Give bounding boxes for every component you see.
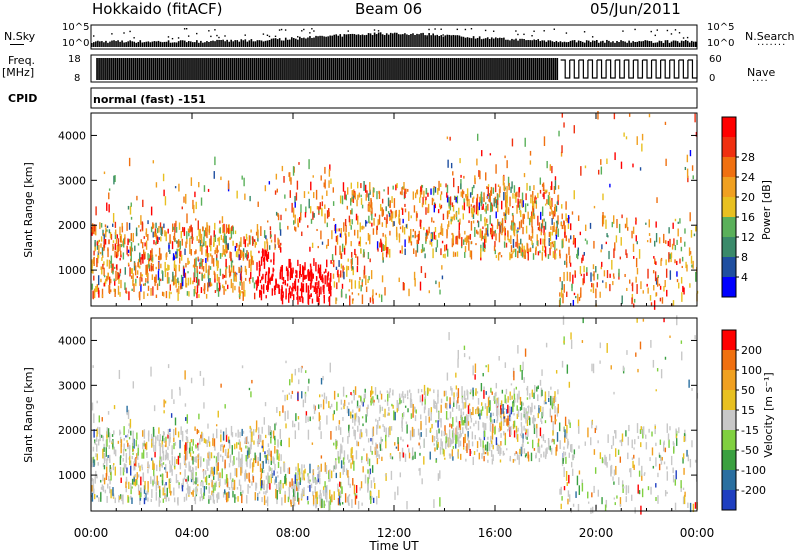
colorbar-tick-label: 100 xyxy=(741,364,762,377)
freq-label: Freq. xyxy=(8,54,36,67)
power-panel: 1000 2000 3000 4000 xyxy=(58,110,699,310)
ytick-label: 4000 xyxy=(58,334,86,347)
time-axis-label: Time UT xyxy=(368,539,419,553)
colorbar-tick-label: -15 xyxy=(741,424,759,437)
power-colorbar: 4 8 12 16 20 24 28 xyxy=(721,116,755,298)
colorbar-tick-label: 24 xyxy=(741,171,755,184)
ytick-label: 2000 xyxy=(58,219,86,232)
colorbar-tick-label: 15 xyxy=(741,404,755,417)
nsearch-legend-dots: ······· xyxy=(757,40,787,51)
freq-unit-label: [MHz] xyxy=(2,66,35,79)
nave-tick-bottom: 0 xyxy=(709,73,716,84)
noise-strip xyxy=(90,24,698,50)
nsearch-label: N.Search xyxy=(745,30,795,43)
freq-tick-top: 18 xyxy=(68,54,81,65)
velocity-colorbar-label: Velocity [m s⁻¹] xyxy=(762,372,775,457)
colorbar-tick-label: -50 xyxy=(741,444,759,457)
nave-legend-dots: ···· xyxy=(752,76,769,87)
colorbar-tick-label: 12 xyxy=(741,231,755,244)
power-ylabel: Slant Range [km] xyxy=(22,162,35,258)
noise-left-tick-top: 10^5 xyxy=(62,22,90,33)
colorbar-tick-label: 28 xyxy=(741,151,755,164)
colorbar-tick-label: 8 xyxy=(741,251,748,264)
noise-right-tick-bottom: 10^0 xyxy=(707,38,735,49)
time-axis: 00:00 04:00 08:00 12:00 16:00 20:00 00:00 xyxy=(74,113,715,540)
nave-tick-top: 60 xyxy=(709,54,722,65)
xtick-label: 08:00 xyxy=(276,526,311,540)
colorbar-tick-label: 20 xyxy=(741,191,755,204)
velocity-panel: 1000 2000 3000 4000 xyxy=(58,315,699,515)
colorbar-tick-label: 200 xyxy=(741,344,762,357)
colorbar-tick-label: 4 xyxy=(741,271,748,284)
ytick-label: 3000 xyxy=(58,379,86,392)
colorbar-tick-label: 16 xyxy=(741,211,755,224)
cpid-label: CPID xyxy=(8,92,38,105)
colorbar-tick-label: 50 xyxy=(741,384,755,397)
xtick-label: 20:00 xyxy=(579,526,614,540)
noise-right-tick-top: 10^5 xyxy=(707,22,735,33)
date-title: 05/Jun/2011 xyxy=(590,0,681,18)
ytick-label: 3000 xyxy=(58,174,86,187)
cpid-text: normal (fast) -151 xyxy=(93,93,206,106)
xtick-label: 12:00 xyxy=(377,526,412,540)
freq-strip xyxy=(90,54,698,83)
velocity-colorbar: 200 100 50 15 -15 -50 -100 -200 xyxy=(721,329,766,511)
colorbar-tick-label: -200 xyxy=(741,484,766,497)
xtick-label: 04:00 xyxy=(175,526,210,540)
xtick-label: 16:00 xyxy=(478,526,513,540)
cpid-strip xyxy=(90,87,698,109)
ytick-label: 4000 xyxy=(58,129,86,142)
nsky-legend-line xyxy=(10,44,24,45)
station-title: Hokkaido (fitACF) xyxy=(92,0,223,18)
ytick-label: 1000 xyxy=(58,469,86,482)
ytick-label: 2000 xyxy=(58,424,86,437)
power-colorbar-label: Power [dB] xyxy=(760,180,773,240)
xtick-label: 00:00 xyxy=(680,526,715,540)
xtick-label: 00:00 xyxy=(74,526,109,540)
beam-title: Beam 06 xyxy=(355,0,423,18)
ytick-label: 1000 xyxy=(58,264,86,277)
noise-left-tick-bottom: 10^0 xyxy=(62,38,90,49)
velocity-ylabel: Slant Range [km] xyxy=(22,367,35,463)
colorbar-tick-label: -100 xyxy=(741,464,766,477)
nsky-label: N.Sky xyxy=(4,30,36,43)
freq-tick-bottom: 8 xyxy=(74,73,81,84)
nave-label: Nave xyxy=(747,66,776,79)
